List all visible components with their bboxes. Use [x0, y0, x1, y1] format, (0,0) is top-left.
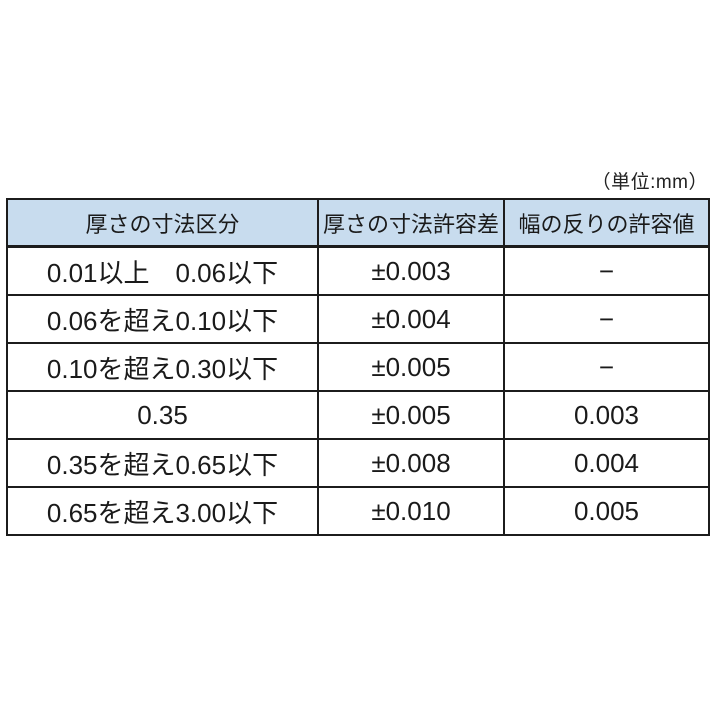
- cell-width-warp-allowance: −: [503, 245, 710, 296]
- cell-width-warp-allowance: −: [503, 342, 710, 392]
- cell-thickness-range: 0.65を超え3.00以下: [6, 486, 319, 536]
- cell-thickness-range: 0.10を超え0.30以下: [6, 342, 319, 392]
- cell-thickness-range: 0.01以上 0.06以下: [6, 245, 319, 296]
- cell-thickness-tolerance: ±0.008: [317, 438, 505, 488]
- cell-width-warp-allowance: −: [503, 294, 710, 344]
- table-header-row: 厚さの寸法区分 厚さの寸法許容差 幅の反りの許容値: [6, 198, 710, 248]
- table-row: 0.01以上 0.06以下 ±0.003 −: [6, 245, 710, 296]
- cell-thickness-tolerance: ±0.003: [317, 245, 505, 296]
- table-row: 0.06を超え0.10以下 ±0.004 −: [6, 294, 710, 344]
- cell-thickness-tolerance: ±0.010: [317, 486, 505, 536]
- col-header-width-warp-allowance: 幅の反りの許容値: [503, 198, 710, 248]
- thickness-tolerance-table: 厚さの寸法区分 厚さの寸法許容差 幅の反りの許容値 0.01以上 0.06以下 …: [6, 198, 710, 536]
- cell-thickness-range: 0.06を超え0.10以下: [6, 294, 319, 344]
- col-header-thickness-tolerance: 厚さの寸法許容差: [317, 198, 505, 248]
- table-row: 0.35 ±0.005 0.003: [6, 390, 710, 440]
- table-row: 0.35を超え0.65以下 ±0.008 0.004: [6, 438, 710, 488]
- col-header-thickness-range: 厚さの寸法区分: [6, 198, 319, 248]
- cell-width-warp-allowance: 0.003: [503, 390, 710, 440]
- table-row: 0.10を超え0.30以下 ±0.005 −: [6, 342, 710, 392]
- cell-thickness-tolerance: ±0.005: [317, 342, 505, 392]
- table-row: 0.65を超え3.00以下 ±0.010 0.005: [6, 486, 710, 536]
- cell-thickness-range: 0.35: [6, 390, 319, 440]
- cell-thickness-tolerance: ±0.005: [317, 390, 505, 440]
- cell-thickness-range: 0.35を超え0.65以下: [6, 438, 319, 488]
- cell-thickness-tolerance: ±0.004: [317, 294, 505, 344]
- cell-width-warp-allowance: 0.004: [503, 438, 710, 488]
- cell-width-warp-allowance: 0.005: [503, 486, 710, 536]
- unit-label: （単位:mm）: [591, 172, 708, 193]
